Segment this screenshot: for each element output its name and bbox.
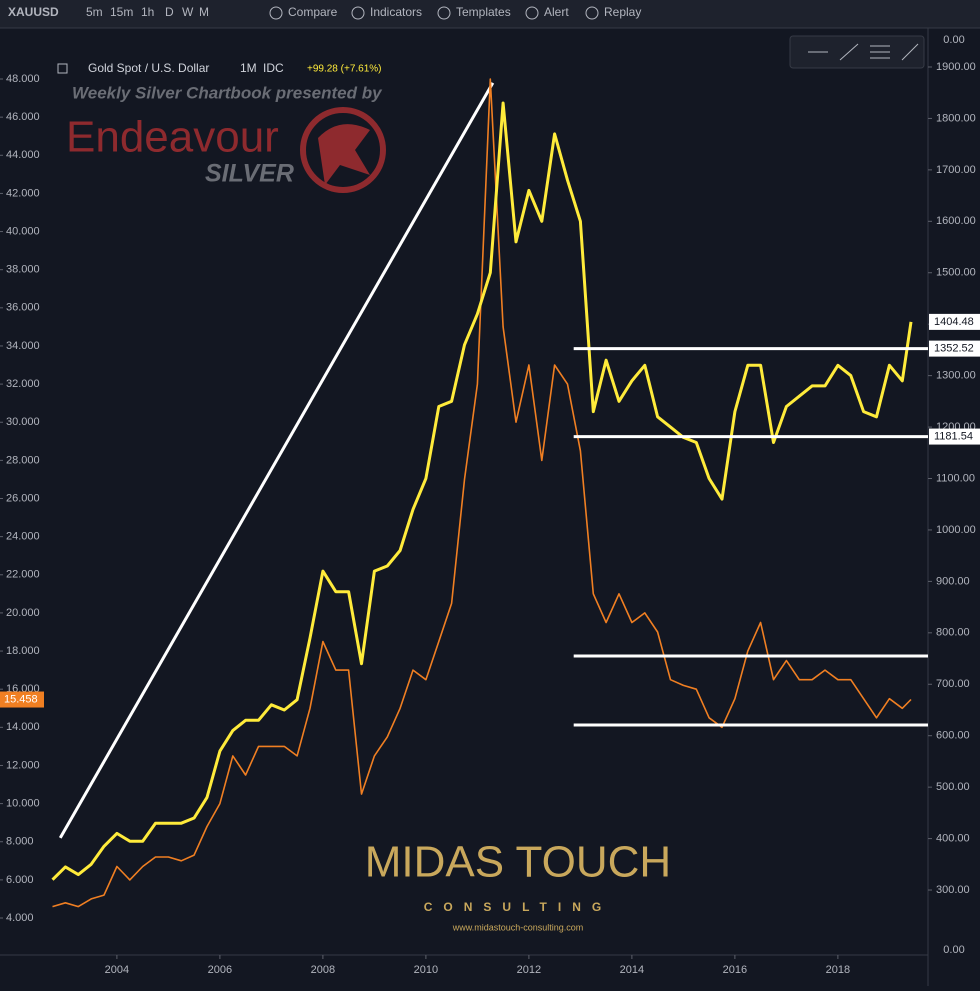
y-tick-label: 26.000 [6, 492, 40, 504]
y-tick-label: 48.000 [6, 73, 40, 85]
button-icon[interactable] [525, 6, 539, 20]
sponsor: MIDAS TOUCH [365, 838, 671, 887]
y-tick-label: 18.000 [6, 645, 40, 657]
y-tick-label: 6.000 [6, 874, 34, 886]
legend-collapse[interactable] [57, 63, 68, 74]
toolbar [0, 0, 980, 28]
sponsor-url: www.midastouch-consulting.com [452, 922, 584, 932]
interval-button[interactable]: 5m [86, 5, 103, 19]
last-price-label: 1404.48 [934, 316, 974, 328]
y-tick-label: 36.000 [6, 302, 40, 314]
series-line [51, 101, 913, 881]
last-price-label: 15.458 [4, 693, 38, 705]
y2-tick-label: 1700.00 [936, 164, 976, 176]
series-line [52, 78, 912, 908]
y2-edge-label: 0.00 [943, 944, 964, 956]
y-tick-label: 8.000 [6, 836, 34, 848]
y-tick-label: 20.000 [6, 607, 40, 619]
y-tick-label: 38.000 [6, 264, 40, 276]
interval-button[interactable]: D [165, 5, 174, 19]
y2-tick-label: 1800.00 [936, 112, 976, 124]
toolbar-button[interactable]: Indicators [370, 5, 422, 19]
y2-tick-label: 300.00 [936, 884, 970, 896]
plot: 2004 2006 2008 2010 2012 2014 2016 2018 4.000 6.0… [0, 61, 980, 976]
price-label-box [929, 340, 980, 357]
price-label: 1181.54 [934, 430, 973, 442]
toolbar-button[interactable]: Replay [604, 5, 641, 19]
y-tick-label: 4.000 [6, 912, 34, 924]
x-tick-label: 2008 [311, 964, 335, 976]
tool-icon[interactable] [901, 43, 919, 61]
brand-logo [300, 107, 386, 193]
trendline [58, 82, 495, 839]
y-tick-label: 14.000 [6, 721, 40, 733]
toolbar-button[interactable]: Compare [288, 5, 338, 19]
y2-tick-label: 600.00 [936, 730, 970, 742]
y2-tick-label: 1300.00 [936, 370, 976, 382]
y2-tick-label: 800.00 [936, 627, 970, 639]
interval-button[interactable]: 15m [110, 5, 133, 19]
watermark: Weekly Silver Chartbook presented by End… [66, 83, 671, 932]
y2-tick-label: 1000.00 [936, 524, 976, 536]
brand: Endeavour [66, 113, 279, 162]
toolbar-items: 5m 15m 1h D W M Compare Indicators Templates Aler… [86, 5, 641, 20]
y-tick-label: 28.000 [6, 454, 40, 466]
drawing-toolbar[interactable] [789, 35, 925, 69]
legend-interval: 1M [240, 61, 257, 75]
y2-tick-label: 1100.00 [936, 472, 975, 484]
y-tick-label: 24.000 [6, 531, 40, 543]
x-tick-label: 2004 [105, 964, 129, 976]
button-icon[interactable] [351, 6, 365, 20]
brand-sub: SILVER [205, 160, 294, 188]
y-tick-label: 10.000 [6, 798, 40, 810]
price-label-box [929, 428, 980, 445]
button-icon[interactable] [437, 6, 451, 20]
legend-change: +99.28 (+7.61%) [307, 64, 382, 75]
y2-tick-label: 400.00 [936, 832, 970, 844]
toolbar-button[interactable]: Alert [544, 5, 569, 19]
tool-icon[interactable] [839, 43, 859, 61]
interval-button[interactable]: M [199, 5, 209, 19]
x-tick-label: 2006 [208, 964, 232, 976]
button-icon[interactable] [269, 6, 283, 20]
interval-button[interactable]: 1h [141, 5, 154, 19]
interval-button[interactable]: W [182, 5, 194, 19]
y-tick-label: 22.000 [6, 569, 40, 581]
sponsor-sub: CONSULTING [424, 900, 612, 914]
y-tick-label: 34.000 [6, 340, 40, 352]
x-tick-label: 2012 [517, 964, 541, 976]
y-tick-label: 40.000 [6, 225, 40, 237]
y2-tick-label: 1600.00 [936, 215, 976, 227]
y2-edge-label: 0.00 [943, 34, 964, 46]
y2-tick-label: 1500.00 [936, 267, 976, 279]
y-tick-label: 12.000 [6, 759, 40, 771]
y2-tick-label: 700.00 [936, 678, 970, 690]
y-tick-label: 42.000 [6, 187, 40, 199]
last-price-box [0, 691, 44, 708]
last-price-box [929, 313, 980, 330]
button-icon[interactable] [585, 6, 599, 20]
y-tick-label: 30.000 [6, 416, 40, 428]
x-tick-label: 2018 [826, 964, 850, 976]
brand-logo-mark [318, 124, 370, 185]
legend-source: IDC [263, 61, 284, 75]
toolbar-button[interactable]: Templates [456, 5, 511, 19]
legend-name: Gold Spot / U.S. Dollar [88, 61, 209, 75]
symbol[interactable]: XAUUSD [8, 5, 59, 19]
price-label: 1352.52 [934, 343, 974, 355]
y2-tick-label: 1900.00 [936, 61, 976, 73]
y2-tick-label: 500.00 [936, 781, 970, 793]
y-tick-label: 46.000 [6, 111, 40, 123]
x-tick-label: 2016 [723, 964, 747, 976]
y-tick-label: 32.000 [6, 378, 40, 390]
y2-tick-label: 900.00 [936, 575, 970, 587]
x-tick-label: 2014 [620, 964, 644, 976]
x-tick-label: 2010 [414, 964, 438, 976]
y-tick-label: 44.000 [6, 149, 40, 161]
watermark-line: Weekly Silver Chartbook presented by [72, 83, 383, 102]
